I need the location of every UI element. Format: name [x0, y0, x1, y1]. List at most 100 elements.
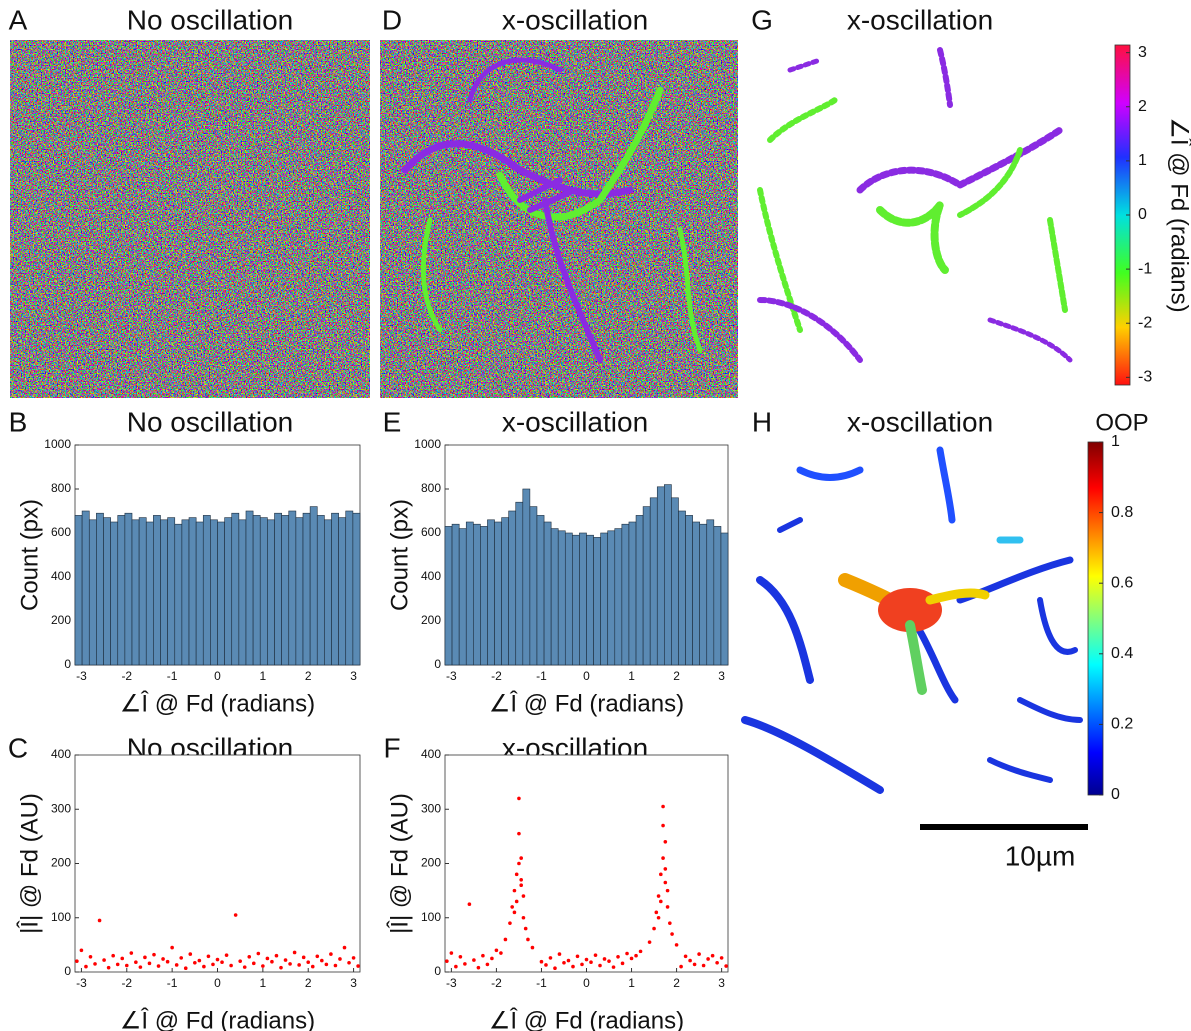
scatter-point — [261, 964, 265, 968]
y-tick-label: 200 — [51, 856, 71, 870]
noise-image — [10, 40, 370, 398]
y-tick-label: 100 — [421, 910, 441, 924]
histogram-bar — [678, 510, 686, 666]
scatter-point — [548, 956, 553, 960]
histogram-bar — [564, 532, 573, 666]
scatter-point — [517, 831, 521, 836]
histogram-bar — [579, 532, 587, 666]
scatter-point — [656, 894, 661, 898]
scatter-point — [706, 957, 710, 961]
plot-area — [74, 754, 361, 973]
histogram-bar — [217, 521, 225, 666]
scatter-point — [251, 961, 256, 966]
scatter-point — [170, 945, 174, 950]
scatter-point — [238, 959, 242, 963]
scatter-point — [463, 962, 467, 966]
x-tick-label: -3 — [446, 669, 457, 683]
histogram-bar — [522, 488, 531, 666]
scatter-point — [306, 960, 311, 965]
scatter-point — [668, 921, 672, 925]
scatter-point — [202, 964, 206, 969]
histogram-bar — [302, 512, 311, 666]
histogram-bar — [117, 515, 126, 666]
histogram-bar — [316, 515, 325, 666]
histogram-bar — [224, 517, 233, 666]
scatter-point — [179, 956, 184, 960]
scatter-point — [274, 953, 279, 958]
panel-title: x-oscillation — [502, 406, 648, 437]
y-tick-label: 300 — [421, 801, 441, 815]
plot-area — [444, 754, 729, 973]
x-tick-label: -1 — [167, 669, 178, 683]
x-tick-label: 3 — [718, 669, 725, 683]
histogram-bar — [494, 521, 502, 666]
scatter-point — [557, 952, 562, 956]
histogram-bar — [153, 515, 161, 666]
scatter-point — [523, 926, 528, 931]
scatter-point — [301, 955, 306, 960]
scatter-point — [124, 963, 129, 968]
scatter-point — [338, 957, 342, 961]
colorbar-tick-label: 1 — [1138, 152, 1147, 169]
scatter-point — [661, 823, 665, 828]
scatter-point — [288, 962, 292, 966]
histogram-bar — [188, 517, 197, 666]
scatter-point — [143, 955, 147, 960]
colorbar-tick-label: 0.6 — [1111, 574, 1133, 591]
x-tick-label: -2 — [491, 669, 502, 683]
scatter-point — [454, 964, 458, 969]
histogram-bar — [444, 526, 453, 666]
scatter-point — [580, 962, 584, 967]
scale-bar-label: 10µm — [1005, 840, 1076, 871]
scatter-point — [481, 953, 485, 958]
x-tick-label: 2 — [305, 669, 312, 683]
y-tick-label: 0 — [64, 964, 71, 978]
histogram-bar — [238, 519, 247, 666]
colorbar-tick-label: 2 — [1138, 98, 1147, 115]
histogram-bar — [195, 521, 204, 666]
histogram-bar — [671, 497, 679, 666]
x-tick-label: 0 — [583, 976, 590, 990]
scatter-point — [188, 952, 193, 956]
scatter-point — [654, 910, 659, 915]
scatter-point — [566, 958, 571, 963]
scatter-point — [134, 960, 138, 965]
scatter-point — [659, 899, 663, 904]
histogram-bar — [252, 515, 261, 666]
x-tick-label: 1 — [628, 976, 635, 990]
x-tick-label: 2 — [673, 669, 680, 683]
panel-title: x-oscillation — [847, 406, 993, 437]
colorbar-tick-label: 0 — [1138, 206, 1147, 223]
x-tick-label: 1 — [628, 669, 635, 683]
y-tick-label: 400 — [51, 569, 71, 583]
scatter-point — [97, 918, 102, 923]
scatter-point — [697, 952, 701, 956]
histogram-bar — [451, 523, 460, 666]
histogram-bar — [138, 517, 147, 666]
scatter-point — [211, 962, 215, 967]
y-tick-label: 100 — [51, 910, 71, 924]
histogram-bar — [181, 519, 190, 666]
histogram-bar — [352, 512, 361, 666]
y-tick-label: 200 — [51, 613, 71, 627]
scatter-point — [120, 956, 125, 961]
scatter-point — [688, 958, 692, 963]
panel-letter: G — [751, 4, 773, 35]
scatter-point — [333, 963, 338, 968]
histogram-bar — [458, 528, 467, 666]
scatter-point — [242, 965, 247, 969]
scatter-point — [206, 954, 211, 959]
x-tick-label: -1 — [536, 976, 547, 990]
histogram-bar — [88, 519, 97, 666]
scatter-point — [152, 952, 156, 957]
scatter-point — [79, 948, 84, 953]
histogram-bar — [259, 517, 268, 666]
histogram-bar — [529, 506, 538, 666]
scatter-point — [539, 959, 544, 964]
scatter-point — [629, 956, 634, 961]
panel-title: No oscillation — [127, 406, 294, 437]
histogram-bar — [713, 526, 722, 666]
histogram-bar — [600, 532, 609, 666]
histogram-bar — [124, 512, 133, 666]
oop-image — [740, 440, 1088, 797]
